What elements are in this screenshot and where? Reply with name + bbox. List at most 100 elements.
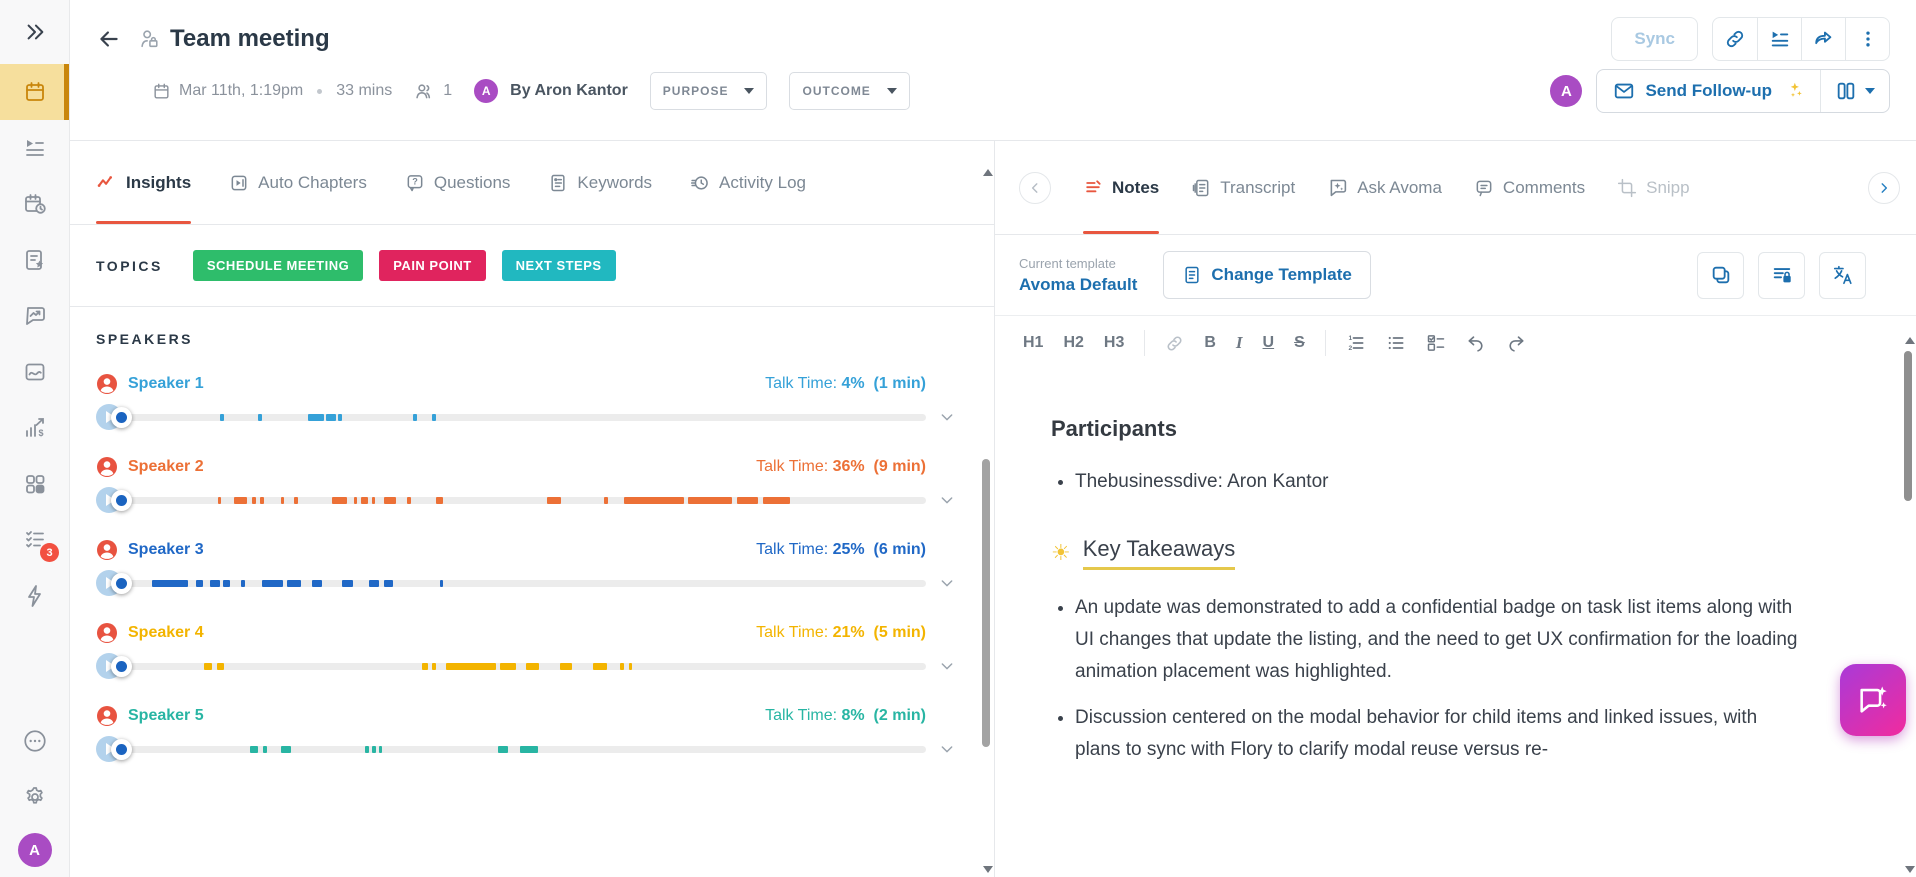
timeline-scrubber-handle[interactable] bbox=[111, 573, 132, 594]
private-notes-button[interactable] bbox=[1758, 251, 1805, 299]
tab-keywords[interactable]: Keywords bbox=[548, 141, 652, 224]
sidebar-item-meetings[interactable] bbox=[0, 64, 69, 120]
talk-timeline-track[interactable] bbox=[126, 579, 926, 587]
sidebar-item-settings[interactable] bbox=[0, 769, 69, 825]
copy-notes-button[interactable] bbox=[1697, 251, 1744, 299]
scroll-down-arrow[interactable] bbox=[1905, 866, 1915, 873]
share-button[interactable] bbox=[1801, 18, 1845, 60]
task-list-button[interactable] bbox=[1426, 333, 1446, 353]
keywords-doc-icon bbox=[551, 174, 565, 191]
expand-speaker-button[interactable] bbox=[926, 492, 968, 508]
sidebar-item-automations[interactable] bbox=[0, 568, 69, 624]
purpose-dropdown[interactable]: PURPOSE bbox=[649, 72, 768, 110]
sidebar-item-dashboard[interactable] bbox=[0, 456, 69, 512]
bold-button[interactable]: B bbox=[1204, 334, 1216, 351]
scrollbar-thumb[interactable] bbox=[982, 459, 990, 747]
ai-assistant-fab[interactable] bbox=[1840, 664, 1906, 736]
talk-timeline-track[interactable] bbox=[126, 745, 926, 753]
outcome-dropdown[interactable]: OUTCOME bbox=[789, 72, 910, 110]
more-options-button[interactable] bbox=[1845, 18, 1889, 60]
speaker-name-link[interactable]: Speaker 2 bbox=[128, 458, 204, 475]
strikethrough-button[interactable]: S bbox=[1294, 334, 1305, 351]
link-button[interactable] bbox=[1165, 334, 1184, 353]
talk-timeline-track[interactable] bbox=[126, 496, 926, 504]
speaker-name-link[interactable]: Speaker 4 bbox=[128, 624, 204, 641]
expand-speaker-button[interactable] bbox=[926, 409, 968, 425]
translate-button[interactable] bbox=[1819, 251, 1866, 299]
change-template-button[interactable]: Change Template bbox=[1163, 251, 1371, 299]
header-icon-group bbox=[1712, 17, 1890, 61]
scrollbar-thumb[interactable] bbox=[1904, 351, 1912, 501]
user-avatar[interactable]: A bbox=[17, 833, 52, 867]
scroll-up-arrow[interactable] bbox=[983, 169, 993, 176]
speaker-name-link[interactable]: Speaker 3 bbox=[128, 541, 204, 558]
send-followup-button[interactable]: Send Follow-up bbox=[1596, 69, 1890, 113]
speaker-name-link[interactable]: Speaker 1 bbox=[128, 375, 204, 392]
sidebar-item-smart-notes[interactable] bbox=[0, 232, 69, 288]
caret-down-icon bbox=[744, 88, 755, 94]
copy-link-button[interactable] bbox=[1713, 18, 1757, 60]
attendees-icon bbox=[414, 81, 435, 102]
speaker-avatar-icon bbox=[96, 373, 118, 395]
topic-pill-schedule-meeting[interactable]: SCHEDULE MEETING bbox=[192, 250, 364, 281]
underline-button[interactable]: U bbox=[1262, 334, 1275, 351]
redo-button[interactable] bbox=[1506, 333, 1526, 353]
tabs-scroll-right-button[interactable] bbox=[1868, 172, 1900, 204]
talk-time-value: Talk Time: 4% (1 min) bbox=[765, 375, 926, 392]
sidebar-item-revenue[interactable]: $ bbox=[0, 400, 69, 456]
tab-comments[interactable]: Comments bbox=[1474, 141, 1585, 234]
topic-pill-pain-point[interactable]: PAIN POINT bbox=[379, 250, 486, 281]
layout-columns-toggle[interactable] bbox=[1821, 80, 1889, 102]
talk-timeline-track[interactable] bbox=[126, 662, 926, 670]
heading2-button[interactable]: H2 bbox=[1063, 334, 1084, 351]
expand-speaker-button[interactable] bbox=[926, 741, 968, 757]
add-to-playlist-button[interactable] bbox=[1757, 18, 1801, 60]
scroll-up-arrow[interactable] bbox=[1905, 337, 1915, 344]
sidebar-item-more[interactable] bbox=[0, 713, 69, 769]
template-name-link[interactable]: Avoma Default bbox=[1019, 274, 1138, 294]
current-user-avatar[interactable]: A bbox=[1550, 75, 1583, 107]
tab-questions[interactable]: ? Questions bbox=[405, 141, 510, 224]
tab-label: Transcript bbox=[1220, 177, 1296, 197]
tab-insights[interactable]: Insights bbox=[96, 141, 192, 224]
tab-auto-chapters[interactable]: Auto Chapters bbox=[229, 141, 367, 224]
topic-pill-next-steps[interactable]: NEXT STEPS bbox=[501, 250, 616, 281]
heading3-button[interactable]: H3 bbox=[1103, 334, 1125, 351]
chevron-down-icon bbox=[941, 497, 953, 504]
tab-transcript[interactable]: Transcript bbox=[1191, 141, 1295, 234]
heading1-button[interactable]: H1 bbox=[1023, 334, 1044, 351]
sidebar-expand-button[interactable] bbox=[0, 0, 69, 64]
sidebar-item-scorecards[interactable]: 3 bbox=[0, 512, 69, 568]
tabs-scroll-left-button[interactable] bbox=[1019, 171, 1051, 204]
talk-segment bbox=[413, 413, 418, 421]
expand-speaker-button[interactable] bbox=[926, 575, 968, 591]
sync-button[interactable]: Sync bbox=[1611, 17, 1698, 61]
expand-speaker-button[interactable] bbox=[926, 658, 968, 674]
caret-down-icon bbox=[886, 88, 897, 94]
talk-segment bbox=[260, 496, 264, 504]
sidebar-item-recordings[interactable] bbox=[0, 344, 69, 400]
timeline-scrubber-handle[interactable] bbox=[111, 656, 132, 677]
notes-editor-content[interactable]: Participants Thebusinessdive: Aron Kanto… bbox=[995, 370, 1916, 766]
tab-activity-log[interactable]: Activity Log bbox=[690, 141, 806, 224]
undo-button[interactable] bbox=[1466, 333, 1486, 353]
italic-button[interactable]: I bbox=[1235, 333, 1243, 352]
speaker-name-link[interactable]: Speaker 5 bbox=[128, 707, 204, 724]
back-button[interactable] bbox=[96, 26, 122, 52]
sidebar-item-playlists[interactable] bbox=[0, 120, 69, 176]
tab-snippets[interactable]: Snipp bbox=[1617, 141, 1690, 234]
scroll-down-arrow[interactable] bbox=[983, 866, 993, 873]
sidebar-item-scheduler[interactable] bbox=[0, 176, 69, 232]
sidebar-item-snippets[interactable] bbox=[0, 288, 69, 344]
dot-separator bbox=[317, 88, 323, 94]
talk-time-value: Talk Time: 8% (2 min) bbox=[765, 707, 926, 724]
talk-segment bbox=[371, 496, 375, 504]
timeline-scrubber-handle[interactable] bbox=[111, 490, 132, 511]
tab-notes[interactable]: Notes bbox=[1083, 141, 1160, 234]
tab-ask-avoma[interactable]: Ask Avoma bbox=[1327, 141, 1442, 234]
talk-timeline-track[interactable] bbox=[126, 413, 926, 421]
timeline-scrubber-handle[interactable] bbox=[111, 407, 132, 428]
timeline-scrubber-handle[interactable] bbox=[111, 739, 132, 760]
bullet-list-button[interactable] bbox=[1386, 333, 1406, 353]
